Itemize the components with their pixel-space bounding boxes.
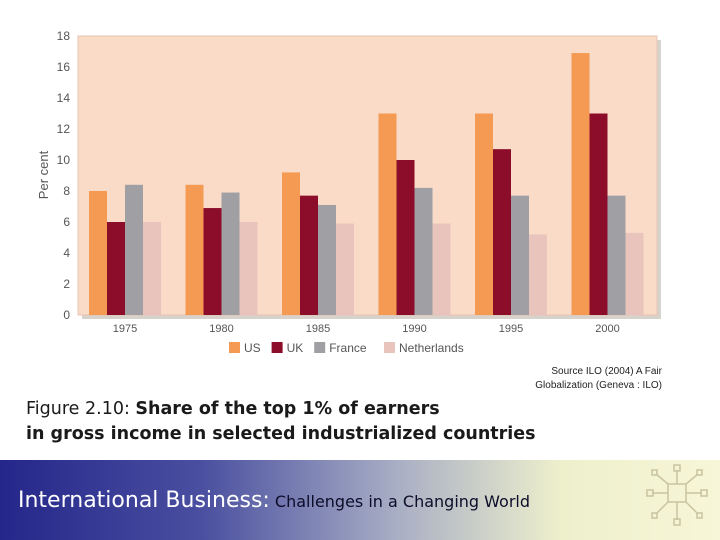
legend-swatch-france [314,342,326,353]
x-tick-label: 1980 [209,323,233,335]
y-tick-label: 4 [63,246,70,260]
source-line: Globalization (Geneva : ILO) [535,380,662,391]
bar-france-1995 [511,195,529,315]
y-tick-label: 10 [57,153,71,167]
bar-us-1985 [282,172,300,315]
bar-uk-1990 [396,160,415,315]
legend-label-france: France [329,341,367,355]
x-axis: 1975 1980 1985 1990 1995 2000 [113,323,620,335]
x-tick-label: 1990 [402,323,426,335]
bar-france-1990 [414,187,433,315]
y-tick-label: 2 [63,277,70,291]
bar-netherlands-1985 [336,223,354,315]
bar-uk-2000 [589,113,608,315]
bar-france-1985 [318,204,336,315]
footer-separator: : [262,488,270,513]
caption-prefix: Figure 2.10: [26,399,136,419]
legend: US UK France Netherlands [229,341,464,355]
legend-label-uk: UK [287,341,304,355]
x-tick-label: 1995 [499,323,523,335]
y-tick-label: 0 [63,308,70,322]
y-tick-label: 16 [57,60,71,74]
y-tick-label: 6 [63,215,70,229]
legend-swatch-us [229,342,240,353]
y-axis: 0 2 4 6 8 10 12 14 16 18 [57,29,71,322]
figure-caption: Figure 2.10: Share of the top 1% of earn… [26,397,666,447]
bars [89,53,644,316]
y-tick-label: 14 [57,91,71,105]
bar-uk-1995 [493,149,511,315]
bar-us-1995 [475,113,493,315]
source-note: Source ILO (2004) A Fair Globalization (… [470,365,662,393]
bar-france-1980 [221,192,240,315]
x-tick-label: 1975 [113,323,137,335]
bar-uk-1975 [107,222,125,315]
bar-us-1990 [378,113,397,315]
bar-uk-1985 [300,195,318,315]
bar-netherlands-1990 [432,223,451,315]
bar-uk-1980 [203,208,222,315]
y-tick-label: 8 [63,184,70,198]
x-tick-label: 2000 [595,323,619,335]
bar-us-1975 [89,191,107,315]
network-logo-icon [646,464,708,526]
footer-title: International Business: Challenges in a … [18,488,530,513]
plot-area [77,35,658,316]
bar-chart: 0 2 4 6 8 10 12 14 16 18 Per cent 1975 1980 1985 199… [36,29,661,355]
bar-france-2000 [607,195,626,315]
bar-netherlands-1995 [529,234,547,315]
legend-label-us: US [244,341,261,355]
x-tick-label: 1985 [306,323,330,335]
footer-banner [0,460,720,540]
caption-title-line1: Share of the top 1% of earners [135,399,440,419]
footer-book-subtitle: Challenges in a Changing World [269,492,530,511]
y-tick-label: 18 [57,29,71,43]
legend-label-netherlands: Netherlands [399,341,464,355]
footer-book-title: International Business [18,488,263,513]
bar-us-1980 [185,184,204,315]
y-tick-label: 12 [57,122,71,136]
bar-us-2000 [571,53,590,316]
bar-netherlands-1980 [239,222,258,315]
caption-title-line2: in gross income in selected industrializ… [26,424,536,444]
y-axis-label: Per cent [36,150,51,199]
bar-netherlands-1975 [143,222,161,315]
bar-netherlands-2000 [625,232,644,315]
source-line: Source ILO (2004) A Fair [551,366,662,377]
legend-swatch-uk [271,342,283,353]
legend-swatch-netherlands [384,342,395,353]
bar-france-1975 [125,184,143,315]
